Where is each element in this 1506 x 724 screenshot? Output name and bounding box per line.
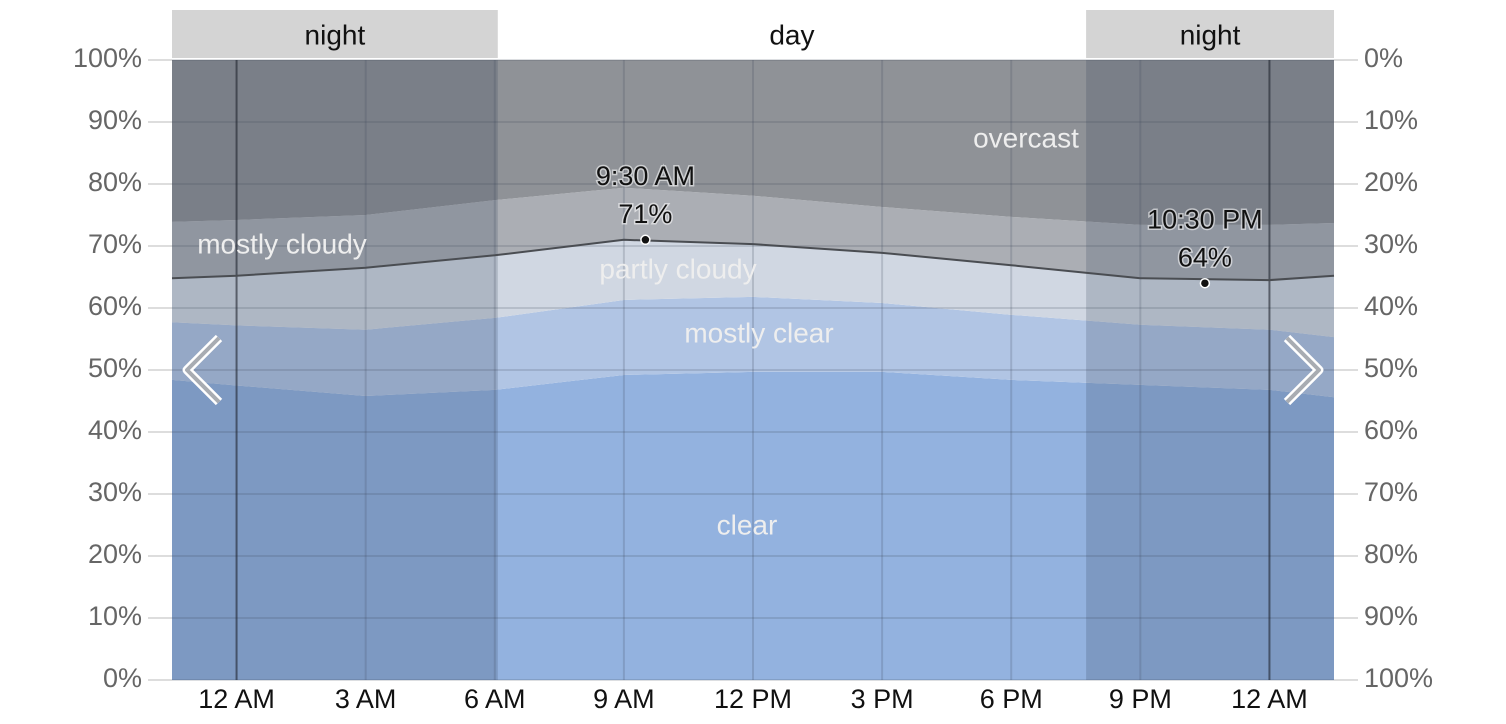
band-label: overcast [973,122,1079,153]
area-band [172,296,1334,398]
prev-button[interactable] [182,334,223,406]
annotation-value: 64% [1178,242,1232,272]
y-tick-label: 40% [88,415,142,445]
y2-tick-label: 10% [1364,105,1418,135]
period-label: night [1180,19,1241,50]
area-band [172,60,1334,225]
x-tick-label: 12 AM [1231,684,1308,714]
y-tick-label: 80% [88,167,142,197]
y2-tick-label: 90% [1364,601,1418,631]
area-band [172,371,1334,680]
annotation-dot [1199,277,1211,289]
area-band [172,187,1334,281]
y-tick-label: 20% [88,539,142,569]
x-tick-label: 3 PM [851,684,914,714]
y2-tick-label: 60% [1364,415,1418,445]
y-tick-label: 100% [73,43,142,73]
night-shade [1086,60,1334,680]
y2-tick-label: 20% [1364,167,1418,197]
y2-tick-label: 40% [1364,291,1418,321]
area-band [172,239,1334,338]
y-tick-label: 60% [88,291,142,321]
annotation-label: 9:30 AM [596,161,695,191]
y-tick-label: 0% [103,663,142,693]
y-tick-label: 90% [88,105,142,135]
period-label: night [305,19,366,50]
night-shade [172,60,498,680]
y-tick-label: 10% [88,601,142,631]
y2-tick-label: 50% [1364,353,1418,383]
y2-tick-label: 30% [1364,229,1418,259]
next-arrow[interactable] [1285,336,1321,404]
y2-tick-label: 0% [1364,43,1403,73]
x-tick-label: 9 PM [1109,684,1172,714]
x-tick-label: 6 PM [980,684,1043,714]
band-label: mostly cloudy [197,228,367,259]
y2-tick-label: 70% [1364,477,1418,507]
y-tick-label: 30% [88,477,142,507]
x-tick-label: 9 AM [593,684,655,714]
annotation-value: 71% [618,199,672,229]
y-tick-label: 50% [88,353,142,383]
period-header [172,10,498,58]
x-tick-label: 3 AM [335,684,397,714]
plot-background: night day night 0% 10% 20% 30% 40% 50% 60% 70% 80% 9… [73,10,1433,714]
annotation-label: 10:30 PM [1147,204,1263,234]
period-label: day [769,19,814,50]
prev-arrow[interactable] [185,336,221,404]
next-button[interactable] [1283,334,1324,406]
annotation-dot [640,234,651,246]
x-tick-label: 6 AM [464,684,526,714]
band-label: partly cloudy [599,253,756,284]
line [171,238,1335,282]
y-tick-label: 70% [88,229,142,259]
period-header [1086,10,1334,58]
overlay: clear mostly clear partly cloudy mostly clo… [171,122,1335,540]
y2-tick-label: 100% [1364,663,1433,693]
x-tick-label: 12 AM [198,684,275,714]
y2-tick-label: 80% [1364,539,1418,569]
x-tick-label: 12 PM [714,684,792,714]
band-label: clear [717,509,778,540]
band-label: mostly clear [684,317,833,348]
